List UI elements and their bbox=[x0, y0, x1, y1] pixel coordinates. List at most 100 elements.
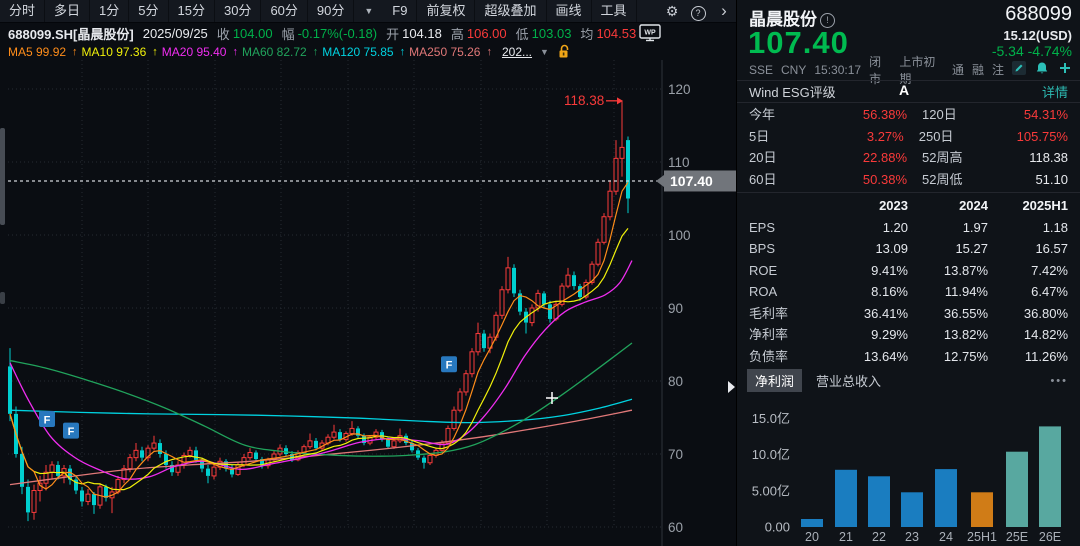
trend-up-arrow: ↑ bbox=[486, 45, 492, 58]
perf-label: 52周高 bbox=[922, 150, 963, 165]
profit-bar-svg[interactable]: 15.0亿 10.0亿 5.00亿 0.00 20 21 22 23 24 25H1 25E 26E bbox=[737, 394, 1080, 546]
perf-row-3: 60日 50.38% 52周低 51.10 bbox=[749, 169, 1068, 191]
toolbar-item-4[interactable]: 15分 bbox=[169, 0, 215, 22]
toolbar-menu-1[interactable]: 前复权 bbox=[417, 0, 476, 22]
field-value-3: 106.00 bbox=[466, 25, 507, 41]
bar-20[interactable] bbox=[801, 519, 823, 527]
fin-row-1: BPS 13.09 15.27 16.57 bbox=[749, 238, 1068, 260]
mouse-cursor bbox=[546, 392, 558, 404]
event-flag[interactable]: F bbox=[63, 422, 79, 439]
toolbar-menu-0[interactable]: F9 bbox=[383, 0, 418, 22]
toolbar-menu-2[interactable]: 超级叠加 bbox=[475, 0, 547, 22]
edit-pencil-icon[interactable] bbox=[1012, 61, 1026, 78]
trend-up-arrow: ↑ bbox=[312, 45, 319, 58]
fin-row-2: ROE 9.41% 13.87% 7.42% bbox=[749, 260, 1068, 282]
perf-label: 52周低 bbox=[922, 171, 963, 187]
bar-x-label: 20 bbox=[805, 530, 819, 544]
toolbar-item-5[interactable]: 30分 bbox=[215, 0, 262, 22]
bar-x-label: 25H1 bbox=[967, 530, 997, 544]
fin-row-4: 毛利率 36.41% 36.55% 36.80% bbox=[749, 303, 1068, 325]
toolbar-item-6[interactable]: 60分 bbox=[261, 0, 308, 22]
more-options-icon[interactable]: ••• bbox=[1050, 374, 1068, 387]
toolbar-menu-4[interactable]: 工具 bbox=[592, 0, 637, 22]
field-label-2: 开 bbox=[386, 26, 400, 42]
period-caret-icon[interactable]: ▼ bbox=[540, 46, 549, 57]
bar-24[interactable] bbox=[935, 469, 957, 527]
quote-panel: 晶晨股份! 688099 107.40 15.12(USD) -5.34 -4.… bbox=[737, 0, 1080, 546]
bar-x-label: 21 bbox=[839, 530, 853, 544]
status-item-6: 融 bbox=[971, 63, 984, 77]
symbol-label: 688099.SH[晶晨股份] bbox=[8, 26, 134, 42]
perf-label: 今年 bbox=[749, 107, 776, 122]
y-axis-tick: 110 bbox=[668, 155, 690, 170]
candlestick-chart[interactable]: 120 110 100 90 80 70 60 F F F 118.38 107.40 bbox=[0, 60, 737, 546]
trend-up-arrow: ↑ bbox=[72, 45, 78, 58]
toolbar-item-1[interactable]: 多日 bbox=[45, 0, 91, 22]
perf-value: 54.31% bbox=[1023, 107, 1068, 122]
event-flag[interactable]: F bbox=[39, 410, 55, 427]
toolbar-item-2[interactable]: 1分 bbox=[90, 0, 130, 22]
status-item-0: SSE bbox=[749, 62, 774, 77]
unlock-icon[interactable] bbox=[557, 44, 572, 59]
fin-value: 12.75% bbox=[943, 348, 988, 364]
status-item-1: CNY bbox=[781, 62, 807, 77]
bar-26E[interactable] bbox=[1039, 426, 1061, 527]
bar-x-label: 22 bbox=[872, 530, 886, 544]
status-icons bbox=[1012, 61, 1072, 78]
perf-label: 5日 bbox=[749, 128, 770, 144]
profit-bar-chart[interactable]: 15.0亿 10.0亿 5.00亿 0.00 20 21 22 23 24 25H1 25E 26E bbox=[737, 394, 1080, 546]
ma250-line bbox=[9, 409, 633, 486]
candlestick-svg[interactable]: 120 110 100 90 80 70 60 F F F 118.38 107.40 bbox=[0, 60, 737, 546]
bar-y-tick: 5.00亿 bbox=[752, 483, 790, 498]
bar-21[interactable] bbox=[835, 469, 857, 527]
tab-net-profit[interactable]: 净利润 bbox=[747, 369, 803, 392]
toolbar-item-3[interactable]: 5分 bbox=[129, 0, 169, 22]
perf-label: 20日 bbox=[749, 150, 777, 165]
fin-row-3: ROA 8.16% 11.94% 6.47% bbox=[749, 281, 1068, 303]
ma-legend-ma20: MA20 95.40 bbox=[161, 44, 227, 59]
bar-x-label: 23 bbox=[905, 530, 919, 544]
add-watchlist-icon[interactable] bbox=[1058, 61, 1072, 78]
bar-23[interactable] bbox=[901, 492, 923, 527]
toolbar-item-0[interactable]: 分时 bbox=[0, 0, 46, 22]
y-axis-tick: 100 bbox=[668, 228, 691, 243]
left-scrollbar-thumb[interactable] bbox=[0, 128, 5, 225]
wp-monitor-icon[interactable]: WP bbox=[638, 23, 662, 43]
ma-legend-ma120: MA120 75.85 bbox=[322, 44, 394, 59]
period-dropdown-icon[interactable]: ▼ bbox=[364, 6, 374, 16]
toolbar-menu-3[interactable]: 画线 bbox=[547, 0, 592, 22]
perf-value: 51.10 bbox=[1035, 171, 1068, 187]
toolbar-item-7[interactable]: 90分 bbox=[308, 0, 355, 22]
gear-icon[interactable]: ⚙ bbox=[665, 3, 679, 19]
bar-25E[interactable] bbox=[1006, 451, 1028, 527]
svg-text:F: F bbox=[68, 426, 75, 438]
period-selector[interactable]: 202... bbox=[501, 44, 533, 59]
fin-value: 1.20 bbox=[882, 219, 908, 235]
perf-value: 105.75% bbox=[1016, 128, 1068, 144]
info-icon[interactable]: ! bbox=[820, 13, 835, 28]
panel-collapse-handle[interactable] bbox=[728, 381, 735, 393]
fin-value: 9.29% bbox=[871, 327, 908, 342]
fin-value: 13.82% bbox=[943, 327, 988, 342]
fin-value: 1.97 bbox=[962, 219, 988, 235]
event-flag[interactable]: F bbox=[441, 356, 457, 373]
y-axis-tick: 60 bbox=[668, 520, 683, 535]
bar-22[interactable] bbox=[868, 476, 890, 527]
left-scrollbar-fragment[interactable] bbox=[0, 292, 5, 304]
help-icon[interactable]: ? bbox=[685, 0, 711, 22]
tab-total-revenue[interactable]: 营业总收入 bbox=[816, 374, 882, 389]
perf-row-0: 今年 56.38% 120日 54.31% bbox=[749, 104, 1068, 126]
bar-25H1[interactable] bbox=[971, 492, 993, 527]
esg-rating: A bbox=[899, 82, 910, 98]
alert-bell-icon[interactable] bbox=[1035, 61, 1049, 78]
bar-x-label: 24 bbox=[939, 530, 953, 544]
fin-row-0: EPS 1.20 1.97 1.18 bbox=[749, 217, 1068, 239]
esg-details-link[interactable]: 详情 bbox=[1041, 85, 1068, 100]
chevron-right-icon[interactable]: › bbox=[721, 1, 727, 20]
perf-label: 120日 bbox=[922, 107, 957, 122]
bar-x-label: 26E bbox=[1039, 530, 1061, 544]
y-axis-tick: 80 bbox=[668, 374, 683, 389]
fin-value: 9.41% bbox=[871, 262, 908, 278]
ma-legend-ma60: MA60 82.72 bbox=[241, 44, 307, 59]
